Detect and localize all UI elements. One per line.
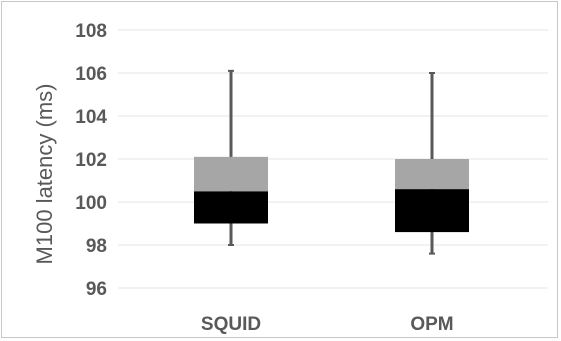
box-squid	[194, 69, 268, 246]
y-tick-label-108: 108	[75, 21, 107, 42]
lower-box-squid	[194, 191, 268, 224]
x-category-label-squid: SQUID	[201, 314, 261, 335]
y-tick-label-100: 100	[75, 193, 107, 214]
y-tick-label-102: 102	[75, 150, 107, 171]
y-axis-title: M100 latency (ms)	[32, 84, 57, 265]
boxes	[194, 69, 469, 255]
box-opm	[395, 72, 469, 255]
x-axis-category-labels: SQUID OPM	[201, 314, 454, 335]
gridlines	[118, 29, 548, 289]
y-tick-label-96: 96	[86, 279, 107, 300]
x-category-label-opm: OPM	[410, 314, 453, 335]
y-tick-label-98: 98	[86, 236, 107, 257]
lower-box-opm	[395, 189, 469, 233]
upper-box-squid	[194, 156, 268, 192]
y-tick-label-106: 106	[75, 64, 107, 85]
y-tick-label-104: 104	[75, 107, 107, 128]
y-axis-tick-labels: 96 98 100 102 104 106 108	[75, 21, 107, 300]
upper-box-opm	[395, 159, 469, 190]
